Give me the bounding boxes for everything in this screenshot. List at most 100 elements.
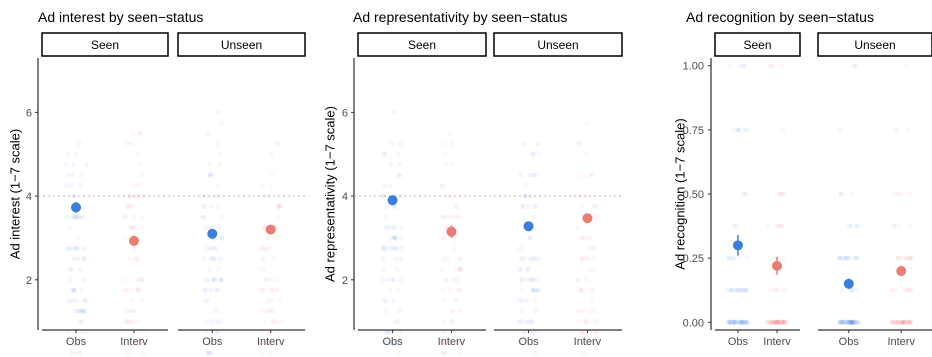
raw-data-point [844, 255, 850, 261]
x-tick-label: Interv [887, 336, 915, 348]
raw-data-point [214, 141, 220, 147]
raw-data-point [850, 319, 856, 325]
raw-data-point [399, 224, 405, 230]
raw-data-point [442, 340, 448, 346]
raw-data-point [132, 256, 138, 262]
raw-data-point [843, 319, 849, 325]
raw-data-point [744, 287, 750, 293]
raw-data-point [732, 319, 738, 325]
raw-data-point [122, 235, 128, 241]
raw-data-point [842, 255, 848, 261]
raw-data-point [451, 277, 457, 283]
y-tick-label: 4 [26, 191, 32, 203]
raw-data-point [265, 308, 271, 314]
raw-data-point [578, 287, 584, 293]
raw-data-point [275, 235, 281, 241]
raw-data-point [727, 319, 733, 325]
raw-data-point [781, 191, 787, 197]
raw-data-point [130, 183, 136, 189]
raw-data-point [907, 319, 913, 325]
y-axis-label: Ad recognition (1−7 scale) [672, 118, 687, 269]
raw-data-point [587, 266, 593, 272]
raw-data-point [743, 319, 749, 325]
raw-data-point [891, 191, 897, 197]
raw-data-point [853, 255, 859, 261]
raw-data-point [899, 319, 905, 325]
raw-data-point [531, 329, 537, 335]
raw-data-point [123, 287, 129, 293]
raw-data-point [214, 287, 220, 293]
raw-data-point [141, 193, 147, 199]
facet-strip [177, 32, 306, 57]
raw-data-point [269, 172, 275, 178]
raw-data-point [455, 277, 461, 283]
raw-data-point [838, 319, 844, 325]
raw-data-point [443, 277, 449, 283]
raw-data-point [258, 266, 264, 272]
raw-data-point [897, 223, 903, 229]
raw-data-point [131, 214, 137, 220]
raw-data-point [83, 162, 89, 168]
raw-data-point [207, 172, 213, 178]
raw-data-point [742, 127, 748, 133]
raw-data-point [264, 245, 270, 251]
y-tick-label: 0.75 [683, 125, 704, 137]
raw-data-point [901, 287, 907, 293]
raw-data-point [779, 319, 785, 325]
raw-data-point [520, 141, 526, 147]
mean-point [71, 202, 82, 213]
raw-data-point [397, 172, 403, 178]
raw-data-point [584, 277, 590, 283]
raw-data-point [904, 287, 910, 293]
raw-data-point [584, 120, 590, 126]
raw-data-point [739, 319, 745, 325]
raw-data-point [522, 329, 528, 335]
raw-data-point [853, 319, 859, 325]
raw-data-point [527, 277, 533, 283]
raw-data-point [440, 235, 446, 241]
raw-data-point [779, 319, 785, 325]
raw-data-point [452, 298, 458, 304]
raw-data-point [217, 277, 223, 283]
raw-data-point [201, 214, 207, 220]
raw-data-point [535, 141, 541, 147]
chart-title: Ad interest by seen−status [38, 9, 203, 25]
raw-data-point [728, 287, 734, 293]
raw-data-point [275, 204, 281, 210]
y-tick-label: 2 [342, 275, 348, 287]
raw-data-point [591, 256, 597, 262]
raw-data-point [458, 193, 464, 199]
raw-data-point [727, 319, 733, 325]
raw-data-point [726, 319, 732, 325]
raw-data-point [894, 319, 900, 325]
raw-data-point [903, 255, 909, 261]
raw-data-point [772, 319, 778, 325]
raw-data-point [81, 308, 87, 314]
raw-data-point [442, 340, 448, 346]
raw-data-point [443, 162, 449, 168]
mean-point [732, 240, 743, 251]
raw-data-point [134, 256, 140, 262]
raw-data-point [517, 266, 523, 272]
raw-data-point [212, 256, 218, 262]
raw-data-point [738, 319, 744, 325]
raw-data-point [579, 329, 585, 335]
raw-data-point [215, 183, 221, 189]
raw-data-point [268, 298, 274, 304]
raw-data-point [215, 204, 221, 210]
raw-data-point [79, 287, 85, 293]
raw-data-point [258, 308, 264, 314]
raw-data-point [273, 141, 279, 147]
raw-data-point [731, 319, 737, 325]
raw-data-point [594, 319, 600, 325]
raw-data-point [259, 350, 265, 356]
raw-data-point [587, 235, 593, 241]
raw-data-point [457, 308, 463, 314]
raw-data-point [744, 287, 750, 293]
raw-data-point [122, 214, 128, 220]
raw-data-point [74, 214, 80, 220]
raw-data-point [901, 319, 907, 325]
raw-data-point [260, 340, 266, 346]
raw-data-point [210, 256, 216, 262]
raw-data-point [774, 319, 780, 325]
